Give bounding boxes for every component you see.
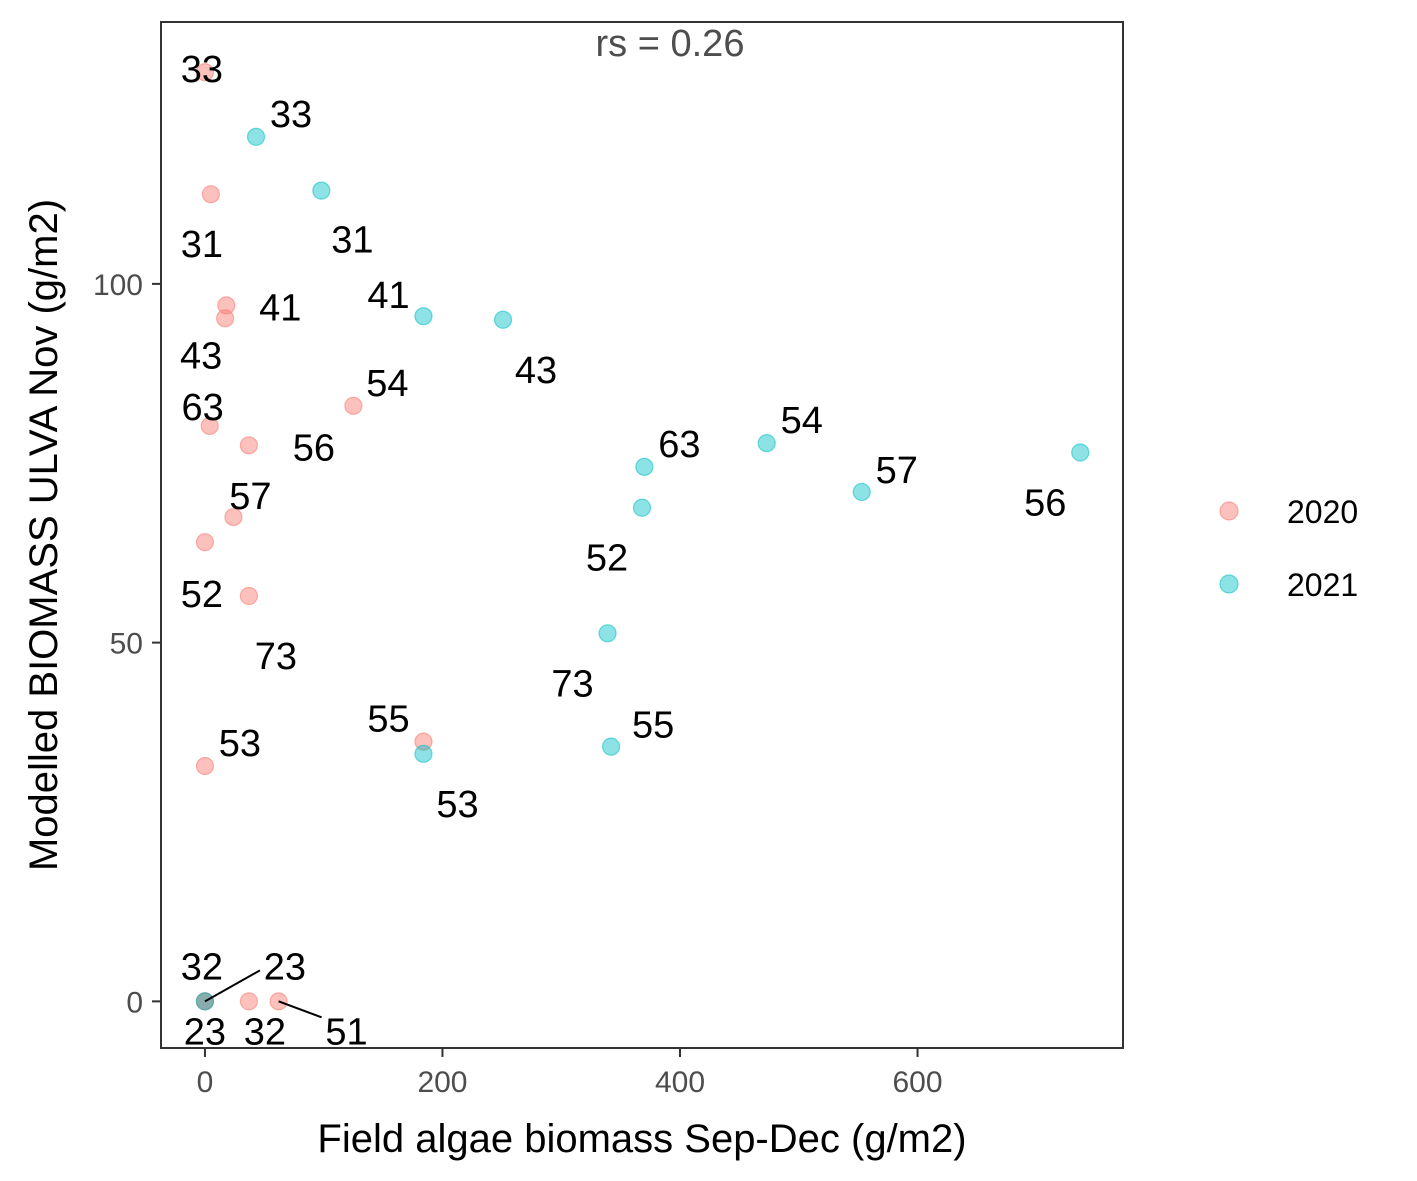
data-point-2021 [852, 482, 871, 502]
data-point-2021 [635, 457, 654, 476]
points-layer [195, 63, 1090, 1011]
data-point-2021 [598, 624, 617, 643]
point-label: 32 [244, 1011, 286, 1053]
data-point-2021 [602, 737, 621, 756]
y-tick-label: 50 [110, 628, 143, 661]
y-axis-title: Modelled BIOMASS ULVA Nov (g/m2) [22, 199, 66, 871]
data-point-2020 [216, 309, 235, 328]
legend-label-2020: 2020 [1287, 494, 1358, 530]
data-point-2020 [344, 396, 363, 415]
legend: 2020 2021 [1219, 494, 1358, 603]
point-label: 23 [264, 946, 306, 988]
data-point-2020 [239, 436, 258, 455]
legend-key-2020 [1219, 501, 1239, 521]
data-point-2020 [195, 756, 215, 776]
data-point-2021 [312, 181, 331, 200]
point-label: 55 [367, 699, 409, 741]
point-label: 23 [184, 1011, 226, 1053]
point-label: 63 [182, 387, 224, 429]
y-tick-label: 0 [126, 986, 143, 1019]
data-point-2020 [239, 992, 258, 1011]
data-point-2021 [632, 498, 652, 517]
data-point-2021 [414, 307, 433, 326]
data-point-2021 [1071, 443, 1090, 462]
point-label: 41 [367, 275, 409, 317]
point-label: 57 [876, 450, 918, 492]
point-label: 52 [181, 574, 223, 616]
point-label: 53 [219, 723, 261, 765]
label-leader-line [204, 969, 261, 1003]
x-axis-title: Field algae biomass Sep-Dec (g/m2) [317, 1117, 966, 1161]
label-leader-lines [204, 969, 322, 1019]
data-point-2021 [246, 127, 266, 146]
point-label: 51 [325, 1011, 367, 1053]
y-tick-label: 100 [93, 269, 143, 302]
data-point-2021 [493, 310, 513, 329]
point-label: 56 [293, 427, 335, 469]
point-label: 55 [632, 705, 674, 747]
point-label: 43 [515, 350, 557, 392]
data-point-2020 [224, 507, 243, 527]
y-axis: 0 50 100 [93, 269, 161, 1019]
data-point-2020 [217, 296, 236, 315]
point-label: 31 [181, 224, 223, 266]
point-label: 41 [259, 287, 301, 329]
legend-label-2021: 2021 [1287, 567, 1358, 603]
point-label: 53 [436, 784, 478, 826]
x-tick-label: 200 [417, 1066, 467, 1099]
point-labels-layer: 33 31 41 43 54 63 56 57 52 73 55 53 32 23 32 51 33 31 41 43… [180, 49, 1066, 1053]
annotation-rs: rs = 0.26 [596, 23, 745, 65]
point-label: 43 [180, 335, 222, 377]
point-label: 52 [586, 538, 628, 580]
point-label: 73 [255, 636, 297, 678]
point-label: 73 [551, 663, 593, 705]
data-point-2020 [195, 63, 215, 82]
legend-key-2021 [1219, 574, 1239, 594]
point-label: 33 [181, 49, 223, 91]
data-point-2020 [195, 533, 215, 552]
data-point-2021 [414, 744, 433, 763]
point-label: 57 [229, 476, 271, 518]
point-label: 32 [181, 946, 223, 988]
plot-panel-border [160, 21, 1124, 1049]
point-label: 31 [331, 220, 373, 262]
x-tick-label: 0 [197, 1066, 214, 1099]
point-label: 33 [270, 94, 312, 136]
data-point-2020 [201, 185, 220, 204]
point-label: 54 [781, 400, 823, 442]
point-label: 54 [366, 363, 408, 405]
data-point-2020 [239, 586, 258, 606]
x-tick-label: 600 [893, 1066, 943, 1099]
x-axis: 0 200 400 600 [197, 1048, 943, 1099]
point-label: 63 [658, 424, 700, 466]
data-point-2020 [200, 416, 219, 436]
point-label: 56 [1024, 482, 1066, 524]
data-point-2021 [757, 434, 776, 453]
label-leader-line [278, 1000, 322, 1019]
x-tick-label: 400 [655, 1066, 705, 1099]
